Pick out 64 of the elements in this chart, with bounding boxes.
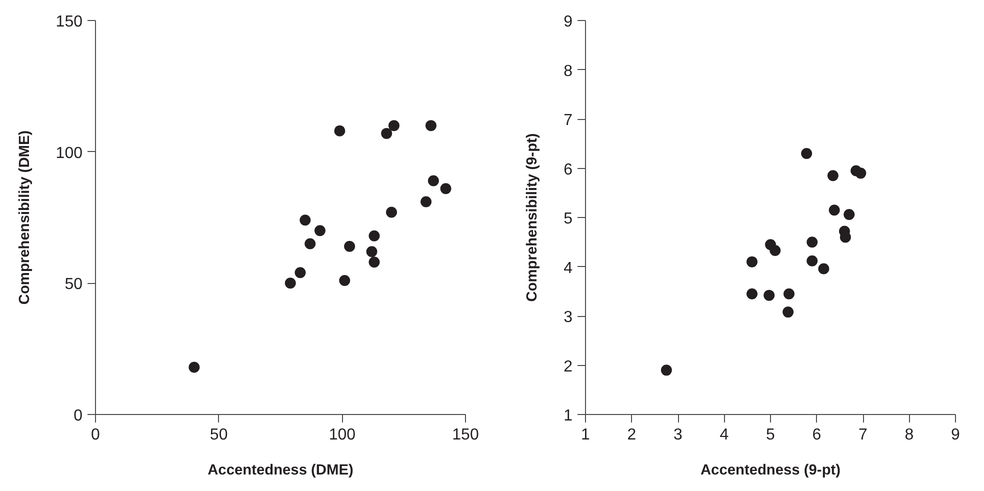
x-tick-label: 4 xyxy=(720,426,729,444)
point xyxy=(828,204,840,216)
x-tick-label: 6 xyxy=(812,426,822,444)
x-axis-title: Accentedness (DME) xyxy=(208,462,354,478)
point xyxy=(440,183,452,194)
y-axis-title: Comprehensibility (DME) xyxy=(16,130,33,305)
point xyxy=(827,170,838,182)
point xyxy=(428,175,439,186)
x-tick-label: 7 xyxy=(858,426,868,444)
point xyxy=(386,206,397,218)
point xyxy=(366,246,378,258)
y-tick-label: 3 xyxy=(564,309,573,326)
x-axis-title: Accentedness (9-pt) xyxy=(700,462,841,478)
y-tick-label: 8 xyxy=(564,62,573,80)
x-tick-label: 1 xyxy=(581,426,590,444)
y-tick-label: 6 xyxy=(564,161,573,178)
point xyxy=(420,196,432,208)
point xyxy=(855,168,866,179)
point xyxy=(334,125,346,136)
y-tick-label: 1 xyxy=(564,408,573,424)
x-tick-label: 150 xyxy=(452,426,479,444)
point xyxy=(764,290,775,301)
point xyxy=(806,255,818,266)
y-axis-title: Comprehensibility (9-pt) xyxy=(524,133,541,302)
x-tick-label: 3 xyxy=(674,426,683,444)
y-tick-label: 9 xyxy=(564,14,573,30)
point xyxy=(344,240,356,252)
x-tick-label: 100 xyxy=(328,426,356,444)
x-tick-label: 5 xyxy=(766,426,776,444)
y-tick-label: 150 xyxy=(56,14,83,30)
point xyxy=(844,209,855,220)
point xyxy=(746,288,758,300)
point xyxy=(660,364,672,376)
point xyxy=(339,275,350,286)
point xyxy=(314,225,326,236)
point xyxy=(818,263,830,274)
x-tick-label: 8 xyxy=(904,426,914,444)
point xyxy=(304,238,316,250)
point xyxy=(784,288,794,300)
point xyxy=(188,362,200,373)
y-tick-label: 0 xyxy=(74,408,83,424)
point xyxy=(425,120,436,132)
y-tick-label: 7 xyxy=(564,112,573,129)
point xyxy=(300,214,311,226)
point xyxy=(381,128,392,139)
point xyxy=(782,306,794,318)
point xyxy=(368,230,380,242)
y-tick-label: 5 xyxy=(564,210,573,228)
y-tick-label: 4 xyxy=(564,260,573,277)
y-tick-label: 100 xyxy=(56,144,83,162)
y-tick-label: 50 xyxy=(64,276,83,294)
y-tick-label: 2 xyxy=(564,358,573,376)
point xyxy=(770,245,781,256)
point xyxy=(746,256,758,268)
x-tick-label: 9 xyxy=(951,426,960,444)
x-tick-label: 50 xyxy=(210,426,228,444)
x-tick-label: 2 xyxy=(627,426,636,444)
point xyxy=(388,120,400,132)
x-tick-label: 0 xyxy=(91,426,100,444)
point xyxy=(284,278,296,289)
point xyxy=(368,256,380,268)
point xyxy=(806,236,818,248)
point xyxy=(801,148,812,159)
point xyxy=(294,267,306,278)
